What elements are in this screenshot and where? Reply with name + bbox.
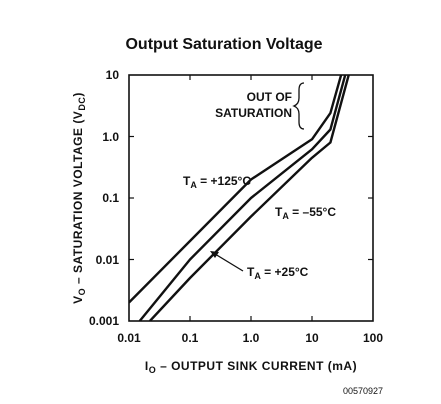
label-25c-arrowhead [210, 251, 219, 258]
x-tick-label: 0.1 [182, 331, 199, 345]
x-tick-label: 100 [363, 331, 383, 345]
y-tick-label: 1.0 [102, 130, 119, 144]
label-25c: TA = +25°C [247, 265, 309, 281]
series-line-1 [138, 75, 347, 321]
series-line-0 [129, 75, 343, 304]
series-lines [129, 75, 350, 321]
y-tick-labels: 10 1.0 0.1 0.01 0.001 [89, 68, 119, 328]
label-125c: TA = +125°C [183, 174, 251, 190]
y-tick-label: 10 [106, 68, 120, 82]
chart-title: Output Saturation Voltage [125, 36, 322, 53]
x-tick-label: 10 [305, 331, 319, 345]
axis-ticks [129, 75, 373, 321]
y-tick-label: 0.01 [96, 253, 120, 267]
figure-code: 00570927 [343, 386, 383, 396]
x-tick-label: 1.0 [243, 331, 260, 345]
annotation-brace [292, 82, 305, 130]
x-axis-label: IO – OUTPUT SINK CURRENT (mA) [145, 359, 357, 375]
annotation-out-of: OUT OF [247, 90, 292, 104]
annotation-saturation: SATURATION [215, 106, 292, 120]
x-tick-label: 0.01 [117, 331, 141, 345]
y-tick-label: 0.001 [89, 314, 119, 328]
x-tick-labels: 0.01 0.1 1.0 10 100 [117, 331, 383, 345]
y-tick-label: 0.1 [102, 191, 119, 205]
label-minus55c: TA = –55°C [275, 205, 336, 221]
series-line-2 [149, 75, 350, 321]
label-25c-leader [214, 253, 244, 272]
y-axis-label: VO – SATURATION VOLTAGE (VDC) [71, 92, 87, 304]
